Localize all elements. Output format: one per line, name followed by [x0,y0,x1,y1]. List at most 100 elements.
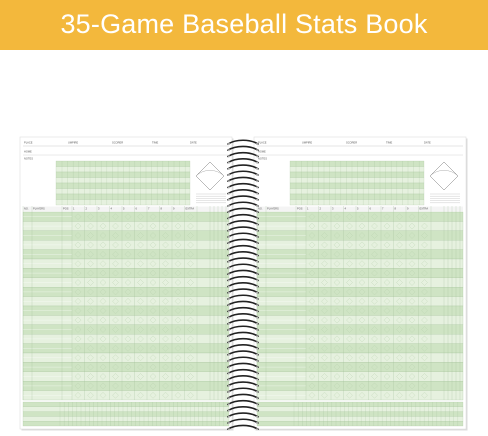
cell-diamond [99,213,107,220]
spiral-coil [227,381,259,387]
cell-diamond [346,269,353,277]
cell-diamond [396,373,403,380]
cell-diamond [87,382,94,390]
cell-diamond [333,241,341,249]
cell-diamond [321,298,328,305]
cell-diamond [408,241,416,249]
total-row [256,421,464,427]
cell-diamond [333,213,341,220]
punch-hole [256,205,258,207]
cell-diamond [74,373,82,380]
punch-hole [228,155,230,158]
cell-diamond [371,345,378,352]
spiral-coil [227,368,259,375]
cell-diamond [346,335,353,343]
cell-diamond [321,222,328,230]
cell-diamond [187,392,194,399]
punch-hole [256,192,258,195]
spiral-coil [227,244,259,251]
cell-diamond [421,354,428,361]
punch-hole [256,217,258,220]
cell-diamond [112,363,119,371]
cell-diamond [358,251,366,258]
punch-hole [228,254,230,257]
cell-diamond [346,307,353,314]
column-header: POS [297,207,303,211]
cell-diamond [162,363,169,371]
cell-diamond [421,222,428,230]
cell-diamond [137,345,144,352]
cell-diamond [333,382,341,390]
cell-diamond [408,345,416,352]
spiral-coil [227,213,259,220]
cell-diamond [383,222,391,230]
header-field: SCORER [346,141,357,145]
cell-diamond [162,316,169,324]
cell-diamond [421,298,428,305]
cell-diamond [187,269,194,277]
cell-diamond [421,326,428,333]
cell-diamond [74,241,82,249]
spiral-coil [227,257,259,263]
cell-diamond [87,345,94,352]
cell-diamond [421,316,428,324]
cell-diamond [99,307,107,314]
cell-diamond [308,241,316,249]
cell-diamond [162,345,169,352]
cell-diamond [112,326,119,333]
cell-diamond [421,260,428,267]
column-header: EXTRA [420,207,429,211]
punch-hole [256,167,258,170]
punch-hole [228,192,230,195]
cell-diamond [124,269,132,277]
cell-diamond [87,354,94,361]
punch-hole [256,310,258,313]
cell-diamond [333,392,341,399]
cell-diamond [137,251,144,258]
total-row [22,401,230,407]
cell-diamond [358,269,366,277]
punch-hole [256,149,258,152]
cell-diamond [112,269,119,277]
cell-diamond [187,213,194,220]
cell-diamond [124,345,132,352]
cell-diamond [124,335,132,343]
cell-diamond [321,241,328,249]
cell-diamond [321,288,328,296]
punch-hole [228,298,230,300]
punch-hole [256,428,258,431]
cell-diamond [162,354,169,361]
header-field: TIME [152,141,158,145]
punch-hole [228,273,230,276]
spiral-coil [227,238,259,244]
cell-diamond [87,307,94,314]
cell-diamond [396,345,403,352]
cell-diamond [174,288,182,296]
cell-diamond [358,382,366,390]
punch-hole [228,167,230,170]
cell-diamond [162,382,169,390]
punch-hole [228,372,230,375]
cell-diamond [346,232,353,239]
cell-diamond [137,382,144,390]
cell-diamond [333,222,341,230]
cell-diamond [74,232,82,239]
cell-diamond [74,288,82,296]
cell-diamond [308,335,316,343]
cell-diamond [149,345,157,352]
cell-diamond [74,213,82,220]
punch-hole [228,143,230,145]
cell-diamond [358,326,366,333]
cell-diamond [174,326,182,333]
cell-diamond [99,269,107,277]
punch-hole [228,335,230,338]
cell-diamond [174,363,182,371]
cell-diamond [149,279,157,286]
cell-diamond [99,316,107,324]
cell-diamond [162,392,169,399]
cell-diamond [149,316,157,324]
cell-diamond [74,251,82,258]
cell-diamond [421,279,428,286]
cell-diamond [308,260,316,267]
cell-diamond [321,269,328,277]
